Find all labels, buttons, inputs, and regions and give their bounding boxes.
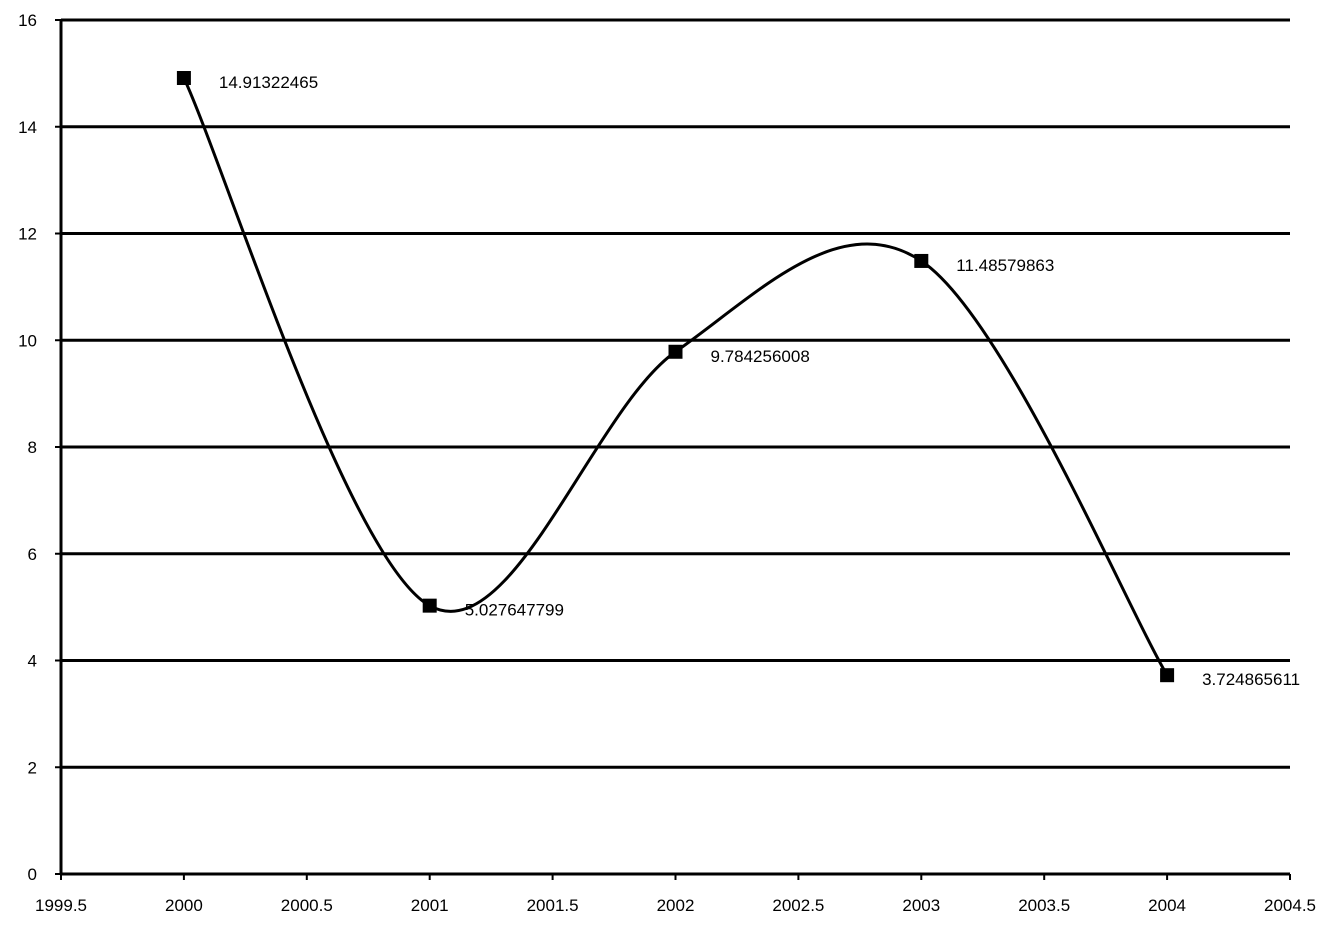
data-point-marker (668, 344, 683, 359)
x-tick-label: 2004 (1148, 896, 1186, 915)
data-label: 9.784256008 (711, 347, 810, 366)
data-point-marker (914, 253, 929, 268)
data-label: 14.91322465 (219, 73, 318, 92)
y-tick-label: 4 (28, 652, 37, 671)
y-tick-label: 6 (28, 545, 37, 564)
data-label: 3.724865611 (1202, 670, 1300, 689)
y-tick-label: 12 (18, 225, 37, 244)
data-label: 5.027647799 (465, 601, 564, 620)
y-tick-label: 16 (18, 11, 37, 30)
x-tick-label: 2003 (902, 896, 940, 915)
x-tick-label: 2002 (657, 896, 695, 915)
data-point-marker (422, 598, 437, 613)
y-tick-label: 8 (28, 438, 37, 457)
data-point-marker (176, 71, 191, 86)
x-tick-label: 2003.5 (1018, 896, 1070, 915)
x-tick-label: 2000 (165, 896, 203, 915)
x-tick-label: 2002.5 (772, 896, 824, 915)
x-tick-label: 2001.5 (527, 896, 579, 915)
y-tick-label: 10 (18, 331, 37, 350)
data-point-marker (1160, 668, 1175, 683)
x-tick-label: 1999.5 (35, 896, 87, 915)
y-tick-label: 14 (18, 118, 37, 137)
data-label: 11.48579863 (956, 256, 1054, 275)
y-tick-label: 0 (28, 865, 37, 884)
series-line (182, 77, 1169, 676)
x-tick-label: 2000.5 (281, 896, 333, 915)
y-tick-label: 2 (28, 758, 37, 777)
x-tick-label: 2001 (411, 896, 449, 915)
x-tick-label: 2004.5 (1264, 896, 1316, 915)
